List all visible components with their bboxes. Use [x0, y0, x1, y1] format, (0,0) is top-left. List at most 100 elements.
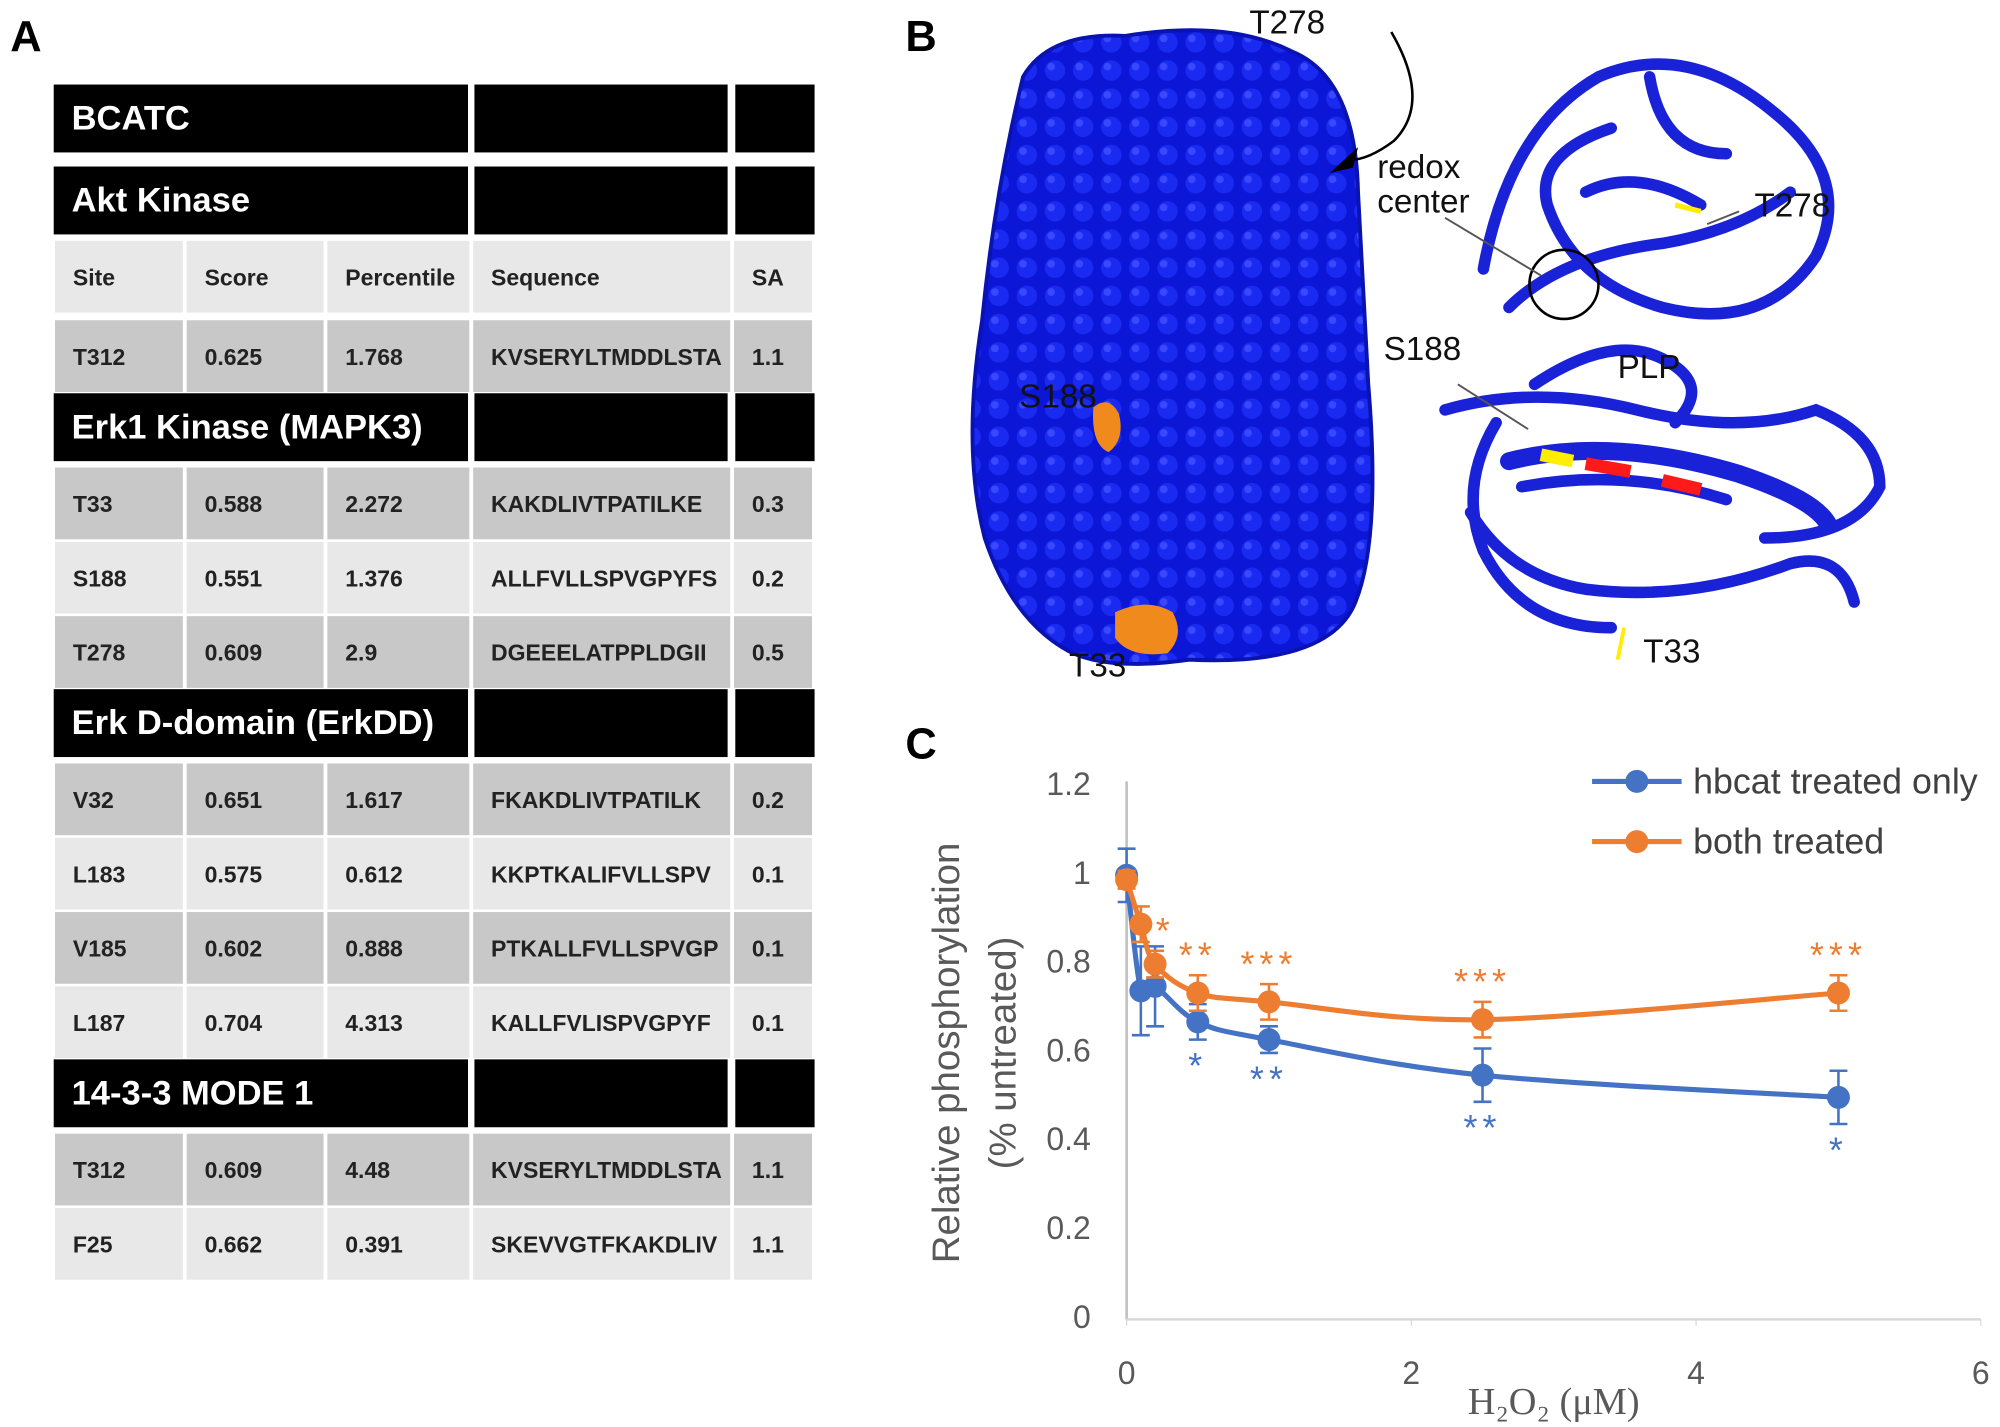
y-tick-label: 1: [1073, 855, 1091, 891]
table-cell: [473, 986, 731, 1059]
table-cell-text: DGEEELATPPLDGII: [491, 640, 707, 666]
structure-label: T278: [1754, 187, 1830, 224]
y-axis-label: (% untreated): [981, 937, 1024, 1170]
table-cell: [734, 837, 813, 910]
table-cell-text: 0.651: [205, 787, 263, 813]
table-cell-text: 0.1: [752, 861, 784, 887]
table-cell: [327, 1207, 470, 1280]
y-tick-label: 0.2: [1046, 1210, 1090, 1246]
protein-surface: [970, 28, 1414, 666]
protein-ribbon: [1439, 58, 1886, 634]
significance-label: ***: [1810, 936, 1867, 976]
structure-label: T278: [1249, 4, 1325, 41]
table-cell: [54, 1207, 183, 1280]
table-cell: [473, 616, 731, 688]
panel-label: B: [905, 13, 936, 61]
table-cell-text: T33: [73, 491, 113, 517]
structure-label: T33: [1643, 633, 1700, 670]
table-cell: [54, 240, 183, 313]
table-cell-text: 0.2: [752, 565, 784, 591]
table-cell-text: T312: [73, 1157, 125, 1183]
structure-label: center: [1377, 184, 1469, 221]
section-header-cell: [53, 393, 469, 462]
panel-label: C: [905, 720, 936, 768]
data-point: [1257, 990, 1281, 1014]
table-cell: [186, 320, 324, 392]
section-title: BCATC: [72, 100, 190, 138]
table-cell: [54, 541, 183, 614]
table-cell-text: 0.602: [205, 936, 263, 962]
table-cell: [327, 240, 470, 313]
x-tick-label: 2: [1402, 1355, 1420, 1391]
table-cell-text: Sequence: [491, 264, 600, 290]
table-cell: [327, 541, 470, 614]
table-cell: [327, 986, 470, 1059]
data-point: [1129, 912, 1153, 936]
table-cell-text: S188: [73, 565, 127, 591]
table-cell: [473, 912, 731, 984]
table-cell: [54, 837, 183, 910]
table-cell-text: 0.704: [205, 1010, 263, 1036]
table-cell: [186, 616, 324, 688]
table-cell-text: KKPTKALIFVLLSPV: [491, 861, 711, 887]
structure-label: S188: [1384, 331, 1462, 368]
significance-label: *: [1829, 1130, 1848, 1170]
data-point: [1186, 981, 1210, 1005]
section-header-cell: [474, 689, 728, 758]
table-cell-text: 0.1: [752, 1010, 784, 1036]
table-cell-text: KVSERYLTMDDLSTA: [491, 344, 722, 370]
table-cell: [327, 763, 470, 836]
section-title: Erk D-domain (ErkDD): [72, 704, 434, 742]
section-header-cell: [735, 166, 815, 235]
x-axis-label: H₂O₂ (μM): [1468, 1381, 1640, 1423]
table-cell-text: SA: [752, 264, 784, 290]
table-cell: [186, 1207, 324, 1280]
table-cell-text: 4.48: [345, 1157, 390, 1183]
table-cell: [327, 1133, 470, 1206]
significance-label: **: [1250, 1059, 1288, 1099]
table-cell-text: 2.272: [345, 491, 403, 517]
table-cell: [54, 763, 183, 836]
table-cell-text: KAKDLIVTPATILKE: [491, 491, 702, 517]
table-cell: [327, 320, 470, 392]
table-cell-text: T312: [73, 344, 125, 370]
legend-label: both treated: [1693, 822, 1884, 862]
table-cell-text: KALLFVLISPVGPYF: [491, 1010, 711, 1036]
table-cell-text: KVSERYLTMDDLSTA: [491, 1157, 722, 1183]
table-cell: [473, 240, 731, 313]
table-cell-text: 0.888: [345, 936, 403, 962]
table-cell-text: PTKALLFVLLSPVGP: [491, 936, 718, 962]
table-cell-text: ALLFVLLSPVGPYFS: [491, 565, 717, 591]
table-cell: [54, 1133, 183, 1206]
table-cell: [734, 1207, 813, 1280]
ribbon-highlights: [1539, 202, 1703, 661]
data-point: [1143, 974, 1167, 998]
section-header-cell: [735, 84, 815, 153]
table-cell: [734, 467, 813, 540]
table-cell: [734, 912, 813, 984]
table-cell-text: V32: [73, 787, 114, 813]
table-cell: [734, 240, 813, 313]
table-cell-text: 0.3: [752, 491, 784, 517]
section-title: 14-3-3 MODE 1: [72, 1074, 314, 1112]
x-tick-label: 6: [1972, 1355, 1990, 1391]
section-header-cell: [53, 689, 469, 758]
data-point: [1143, 952, 1167, 976]
section-header-cell: [735, 1059, 815, 1128]
y-tick-label: 0.6: [1046, 1032, 1090, 1068]
table-cell: [54, 467, 183, 540]
y-axis-label: Relative phosphorylation: [925, 843, 968, 1264]
table-cell-text: 4.313: [345, 1010, 403, 1036]
table-cell: [734, 320, 813, 392]
table-cell-text: 0.1: [752, 936, 784, 962]
y-tick-label: 0: [1073, 1299, 1091, 1335]
section-header-cell: [735, 689, 815, 758]
table-cell-text: T278: [73, 640, 126, 666]
data-point: [1471, 1008, 1495, 1032]
table-cell: [473, 320, 731, 392]
x-tick-label: 4: [1687, 1355, 1705, 1391]
section-header-cell: [735, 393, 815, 462]
redox-center-circle: [1528, 248, 1600, 321]
significance-label: **: [1463, 1108, 1501, 1148]
table-cell: [327, 467, 470, 540]
